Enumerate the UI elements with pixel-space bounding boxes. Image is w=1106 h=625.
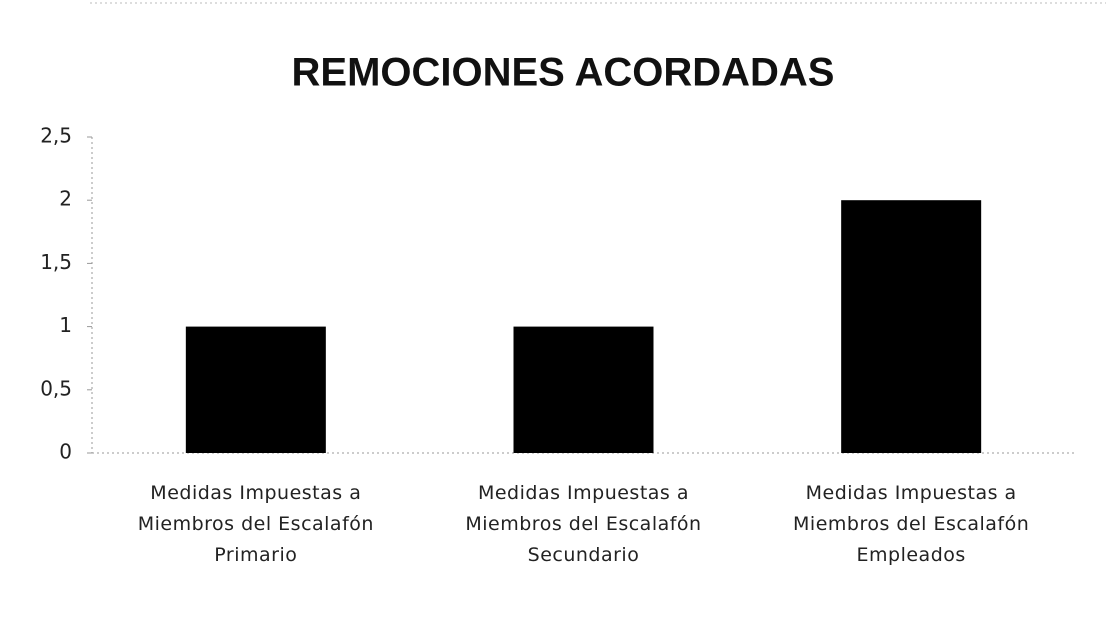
chart-title: REMOCIONES ACORDADAS xyxy=(292,51,835,95)
y-tick-label: 2 xyxy=(59,187,72,211)
x-tick-label: Medidas Impuestas a Miembros del Escalaf… xyxy=(793,482,1030,566)
bar xyxy=(185,326,326,453)
x-tick-label: Medidas Impuestas a Miembros del Escalaf… xyxy=(137,482,374,566)
x-label-box: Medidas Impuestas a Miembros del Escalaf… xyxy=(793,482,1030,566)
y-tick-label: 2,5 xyxy=(40,124,72,148)
y-tick-label: 1 xyxy=(59,313,72,337)
x-label-box: Medidas Impuestas a Miembros del Escalaf… xyxy=(465,482,702,566)
x-tick-label: Medidas Impuestas a Miembros del Escalaf… xyxy=(465,482,702,566)
y-tick-label: 1,5 xyxy=(40,250,72,274)
x-label-box: Medidas Impuestas a Miembros del Escalaf… xyxy=(137,482,374,566)
bar xyxy=(513,326,654,453)
y-tick-label: 0 xyxy=(59,440,72,464)
y-tick-label: 0,5 xyxy=(40,376,72,400)
bar xyxy=(841,200,982,453)
